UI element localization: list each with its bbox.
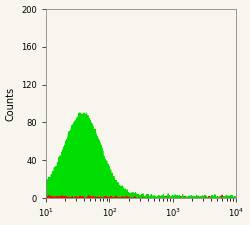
Y-axis label: Counts: Counts <box>6 86 16 121</box>
